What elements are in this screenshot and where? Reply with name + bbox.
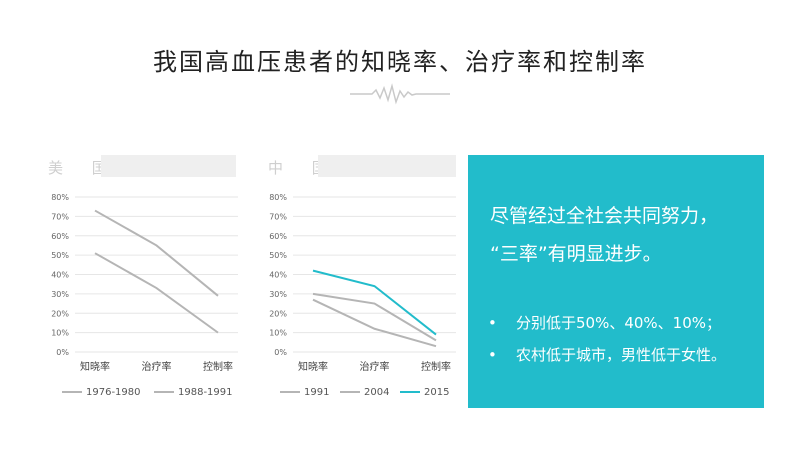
cn-ytick-label: 10% [269,329,287,338]
us-ytick-label: 30% [51,290,69,299]
us-xtick-label: 知晓率 [80,360,110,373]
us-xtick-label: 控制率 [203,360,233,373]
cn-ytick-label: 60% [269,232,287,241]
summary-panel: 尽管经过全社会共同努力， “三率”有明显进步。 • 分别低于50%、40%、10%… [468,155,764,408]
us-ytick-label: 0% [56,348,69,357]
list-item: • 农村低于城市，男性低于女性。 [488,339,726,371]
cn-xtick-label: 知晓率 [298,360,328,373]
panel-headline: 尽管经过全社会共同努力， “三率”有明显进步。 [490,197,718,273]
bullet-text: 农村低于城市，男性低于女性。 [516,346,727,364]
us-heading-bar [101,155,236,177]
cn-xtick-label: 治疗率 [360,360,390,373]
us-xtick-label: 治疗率 [142,360,172,373]
heartbeat-divider-icon [350,83,450,105]
us-ytick-label: 60% [51,232,69,241]
list-item: • 分别低于50%、40%、10%； [488,307,726,339]
cn-ytick-label: 50% [269,251,287,260]
cn-ytick-label: 70% [269,212,287,221]
us-ytick-label: 40% [51,271,69,280]
panel-headline-line1: 尽管经过全社会共同努力， [490,205,719,227]
cn-series-line-1 [312,292,437,342]
cn-legend-label: 1991 [304,387,329,398]
cn-legend-label: 2004 [364,387,389,398]
bullet-icon: • [488,314,497,332]
china-chart-label: 中 国 [268,159,339,177]
cn-series-line-0 [312,298,437,348]
us-series-line-1 [94,209,219,297]
panel-headline-line2: “三率”有明显进步。 [490,243,662,265]
cn-ytick-label: 80% [269,193,287,202]
us-legend-label: 1976-1980 [86,387,141,398]
china-line-chart: 0% 10% 20% 30% 40% 50% 60% 70% 80% 知晓率 治疗率 控制率 1991 2… [269,193,456,398]
us-chart-heading: 美 国 [48,155,238,179]
us-ytick-label: 70% [51,212,69,221]
us-ytick-label: 50% [51,251,69,260]
panel-bullet-list: • 分别低于50%、40%、10%； • 农村低于城市，男性低于女性。 [488,307,726,371]
cn-series-line-2 [312,269,437,336]
cn-legend-label: 2015 [424,387,449,398]
us-legend-label: 1988-1991 [178,387,233,398]
cn-ytick-label: 40% [269,271,287,280]
page-title: 我国高血压患者的知晓率、治疗率和控制率 [153,48,647,76]
bullet-icon: • [488,346,497,364]
us-ytick-label: 10% [51,329,69,338]
china-chart-heading: 中 国 [268,155,458,179]
bullet-text: 分别低于50%、40%、10%； [516,314,722,332]
us-ytick-label: 20% [51,309,69,318]
cn-ytick-label: 30% [269,290,287,299]
us-series-line-0 [94,252,219,334]
cn-xtick-label: 控制率 [421,360,451,373]
us-chart-label: 美 国 [48,159,119,177]
china-heading-bar [318,155,456,177]
cn-ytick-label: 20% [269,309,287,318]
us-ytick-label: 80% [51,193,69,202]
cn-ytick-label: 0% [274,348,287,357]
us-line-chart: 0% 10% 20% 30% 40% 50% 60% 70% 80% 知晓率 治疗率 控制率 1976-… [51,193,238,398]
